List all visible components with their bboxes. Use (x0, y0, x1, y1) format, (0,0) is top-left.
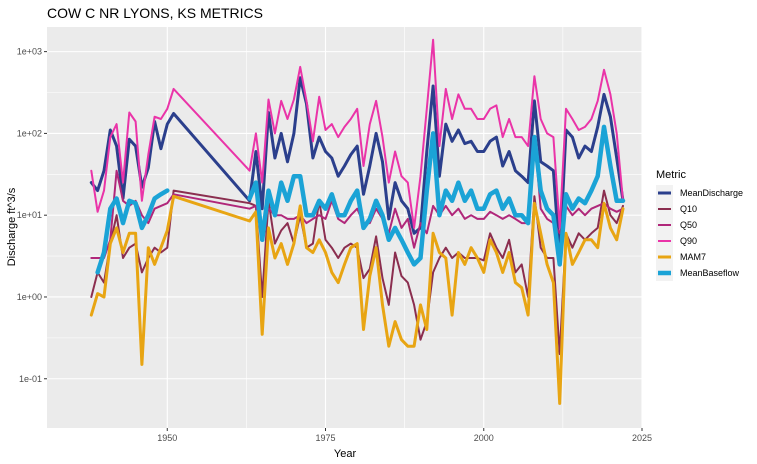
x-tick-label: 2000 (474, 433, 494, 443)
y-tick-label: 1e-01 (19, 374, 42, 384)
y-tick-label: 1e+02 (17, 128, 42, 138)
series-line-mam7 (89, 194, 625, 405)
series-line-meanbaseflow (95, 124, 626, 275)
legend-title: Metric (656, 169, 686, 181)
x-tick-label: 2025 (632, 433, 652, 443)
y-tick-label: 1e+01 (17, 210, 42, 220)
legend-label-meandischarge: MeanDischarge (680, 188, 743, 198)
series-layer (89, 38, 626, 405)
legend: Metric MeanDischarge Q10 Q50 Q90 MAM7 MeanBas… (656, 169, 743, 281)
x-axis-title: Year (334, 448, 357, 460)
legend-label-mam7: MAM7 (680, 252, 706, 262)
legend-label-q10: Q10 (680, 204, 697, 214)
y-tick-label: 1e+03 (17, 47, 42, 57)
y-axis-title: Discharge ft^3/s (6, 187, 18, 266)
series-line-meandischarge (89, 76, 625, 260)
legend-label-meanbaseflow: MeanBaseflow (680, 268, 740, 278)
plot-panel (47, 27, 642, 428)
x-tick-label: 1950 (157, 433, 177, 443)
y-tick-label: 1e+00 (17, 292, 42, 302)
legend-label-q50: Q50 (680, 220, 697, 230)
chart-title: COW C NR LYONS, KS METRICS (47, 5, 263, 21)
series-line-q90 (90, 38, 624, 229)
legend-label-q90: Q90 (680, 236, 697, 246)
series-line-q50 (90, 136, 624, 259)
axes: 1950 1975 2000 2025 1e-01 1e+00 1e+01 1e+02 1e+0… (17, 47, 652, 443)
x-tick-label: 1975 (315, 433, 335, 443)
